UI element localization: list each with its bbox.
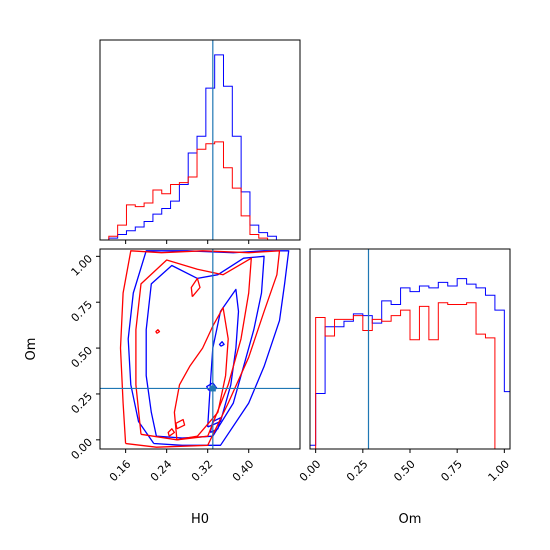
- hist-Om-series-1-line: [310, 278, 510, 449]
- contour-line-1: [127, 250, 290, 446]
- contour-line-11: [190, 277, 201, 298]
- contour-xtick-label: 0.24: [148, 458, 175, 485]
- hist-Om-series-2-line: [310, 302, 510, 449]
- contour-ytick-label: 1.00: [69, 252, 96, 279]
- contour-line-8: [135, 257, 252, 441]
- contour-line-10: [167, 428, 176, 437]
- hist-Om-xlabel: Om: [399, 512, 422, 527]
- contour-xtick-label: 0.16: [107, 458, 134, 485]
- contour-H0-Om-panel: 0.16 0.24 0.32 0.40 0.00 0.25 0.50 0.75 1.00 H0 Om: [24, 248, 301, 527]
- contour-line-5: [218, 341, 225, 347]
- contour-xlabel: H0: [191, 512, 209, 527]
- contour-frame: [99, 248, 301, 450]
- contour-ylabel: Om: [24, 338, 39, 361]
- hist-Om-xtick-label: 0.25: [344, 458, 371, 485]
- hist-Om-xtick-label: 0.75: [438, 458, 465, 485]
- hist-H0-frame: [99, 39, 301, 241]
- hist-Om-xtick-label: 0.50: [391, 458, 418, 485]
- contour-line-3: [207, 288, 240, 428]
- contour-line-9: [173, 307, 229, 441]
- contour-xtick-label: 0.40: [230, 458, 257, 485]
- contour-truth-marker: [209, 385, 216, 392]
- contour-xtick-label: 0.32: [189, 458, 216, 485]
- contour-line-7: [119, 250, 281, 448]
- contour-ytick-label: 0.25: [69, 390, 96, 417]
- hist-Om-xtick-label: 1.00: [486, 458, 513, 485]
- contour-line-12: [155, 329, 161, 334]
- contour-ytick-label: 0.00: [69, 436, 96, 463]
- histogram-Om-panel: 0.00 0.25 0.50 0.75 1.00 Om: [297, 248, 513, 527]
- hist-Om-xtick-label: 0.00: [297, 458, 324, 485]
- contour-line-2: [145, 255, 265, 439]
- hist-H0-series-1-line: [100, 54, 286, 240]
- contour-ytick-label: 0.50: [69, 344, 96, 371]
- histogram-H0-panel: [99, 39, 301, 244]
- contour-ytick-label: 0.75: [69, 298, 96, 325]
- contour-line-13: [175, 418, 186, 430]
- hist-H0-series-2-line: [100, 141, 286, 240]
- hist-Om-frame: [309, 248, 511, 450]
